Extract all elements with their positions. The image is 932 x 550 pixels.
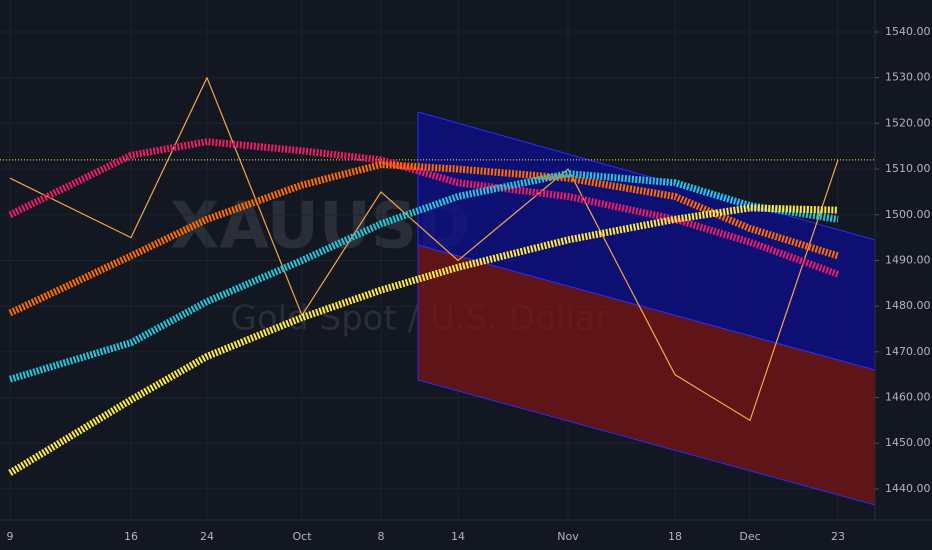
x-tick-label: Nov <box>557 530 579 543</box>
moving-average <box>8 138 840 278</box>
moving-average <box>8 170 839 383</box>
moving-average <box>8 160 840 317</box>
plot <box>0 77 875 476</box>
y-tick-label: 1480.00 <box>885 299 931 312</box>
x-tick-label: 18 <box>668 530 682 543</box>
axes: 1440.00 1450.00 1460.00 1470.00 1480.00 1490.… <box>7 25 931 543</box>
x-tick-label: 16 <box>124 530 138 543</box>
moving-average <box>8 204 839 476</box>
y-tick-label: 1540.00 <box>885 25 931 38</box>
y-tick-label: 1450.00 <box>885 436 931 449</box>
x-tick-label: 24 <box>200 530 214 543</box>
y-tick-label: 1440.00 <box>885 482 931 495</box>
y-tick-label: 1490.00 <box>885 253 931 266</box>
price-line <box>9 77 839 421</box>
x-tick-label: Oct <box>292 530 312 543</box>
x-tick-label: 8 <box>378 530 385 543</box>
x-tick-label: Dec <box>739 530 760 543</box>
y-tick-label: 1500.00 <box>885 208 931 221</box>
x-tick-label: 23 <box>831 530 845 543</box>
x-tick-label: 14 <box>451 530 465 543</box>
x-tick-label: 9 <box>7 530 14 543</box>
y-tick-label: 1460.00 <box>885 391 931 404</box>
y-tick-label: 1510.00 <box>885 162 931 175</box>
y-tick-label: 1520.00 <box>885 116 931 129</box>
y-tick-label: 1470.00 <box>885 345 931 358</box>
y-tick-label: 1530.00 <box>885 71 931 84</box>
